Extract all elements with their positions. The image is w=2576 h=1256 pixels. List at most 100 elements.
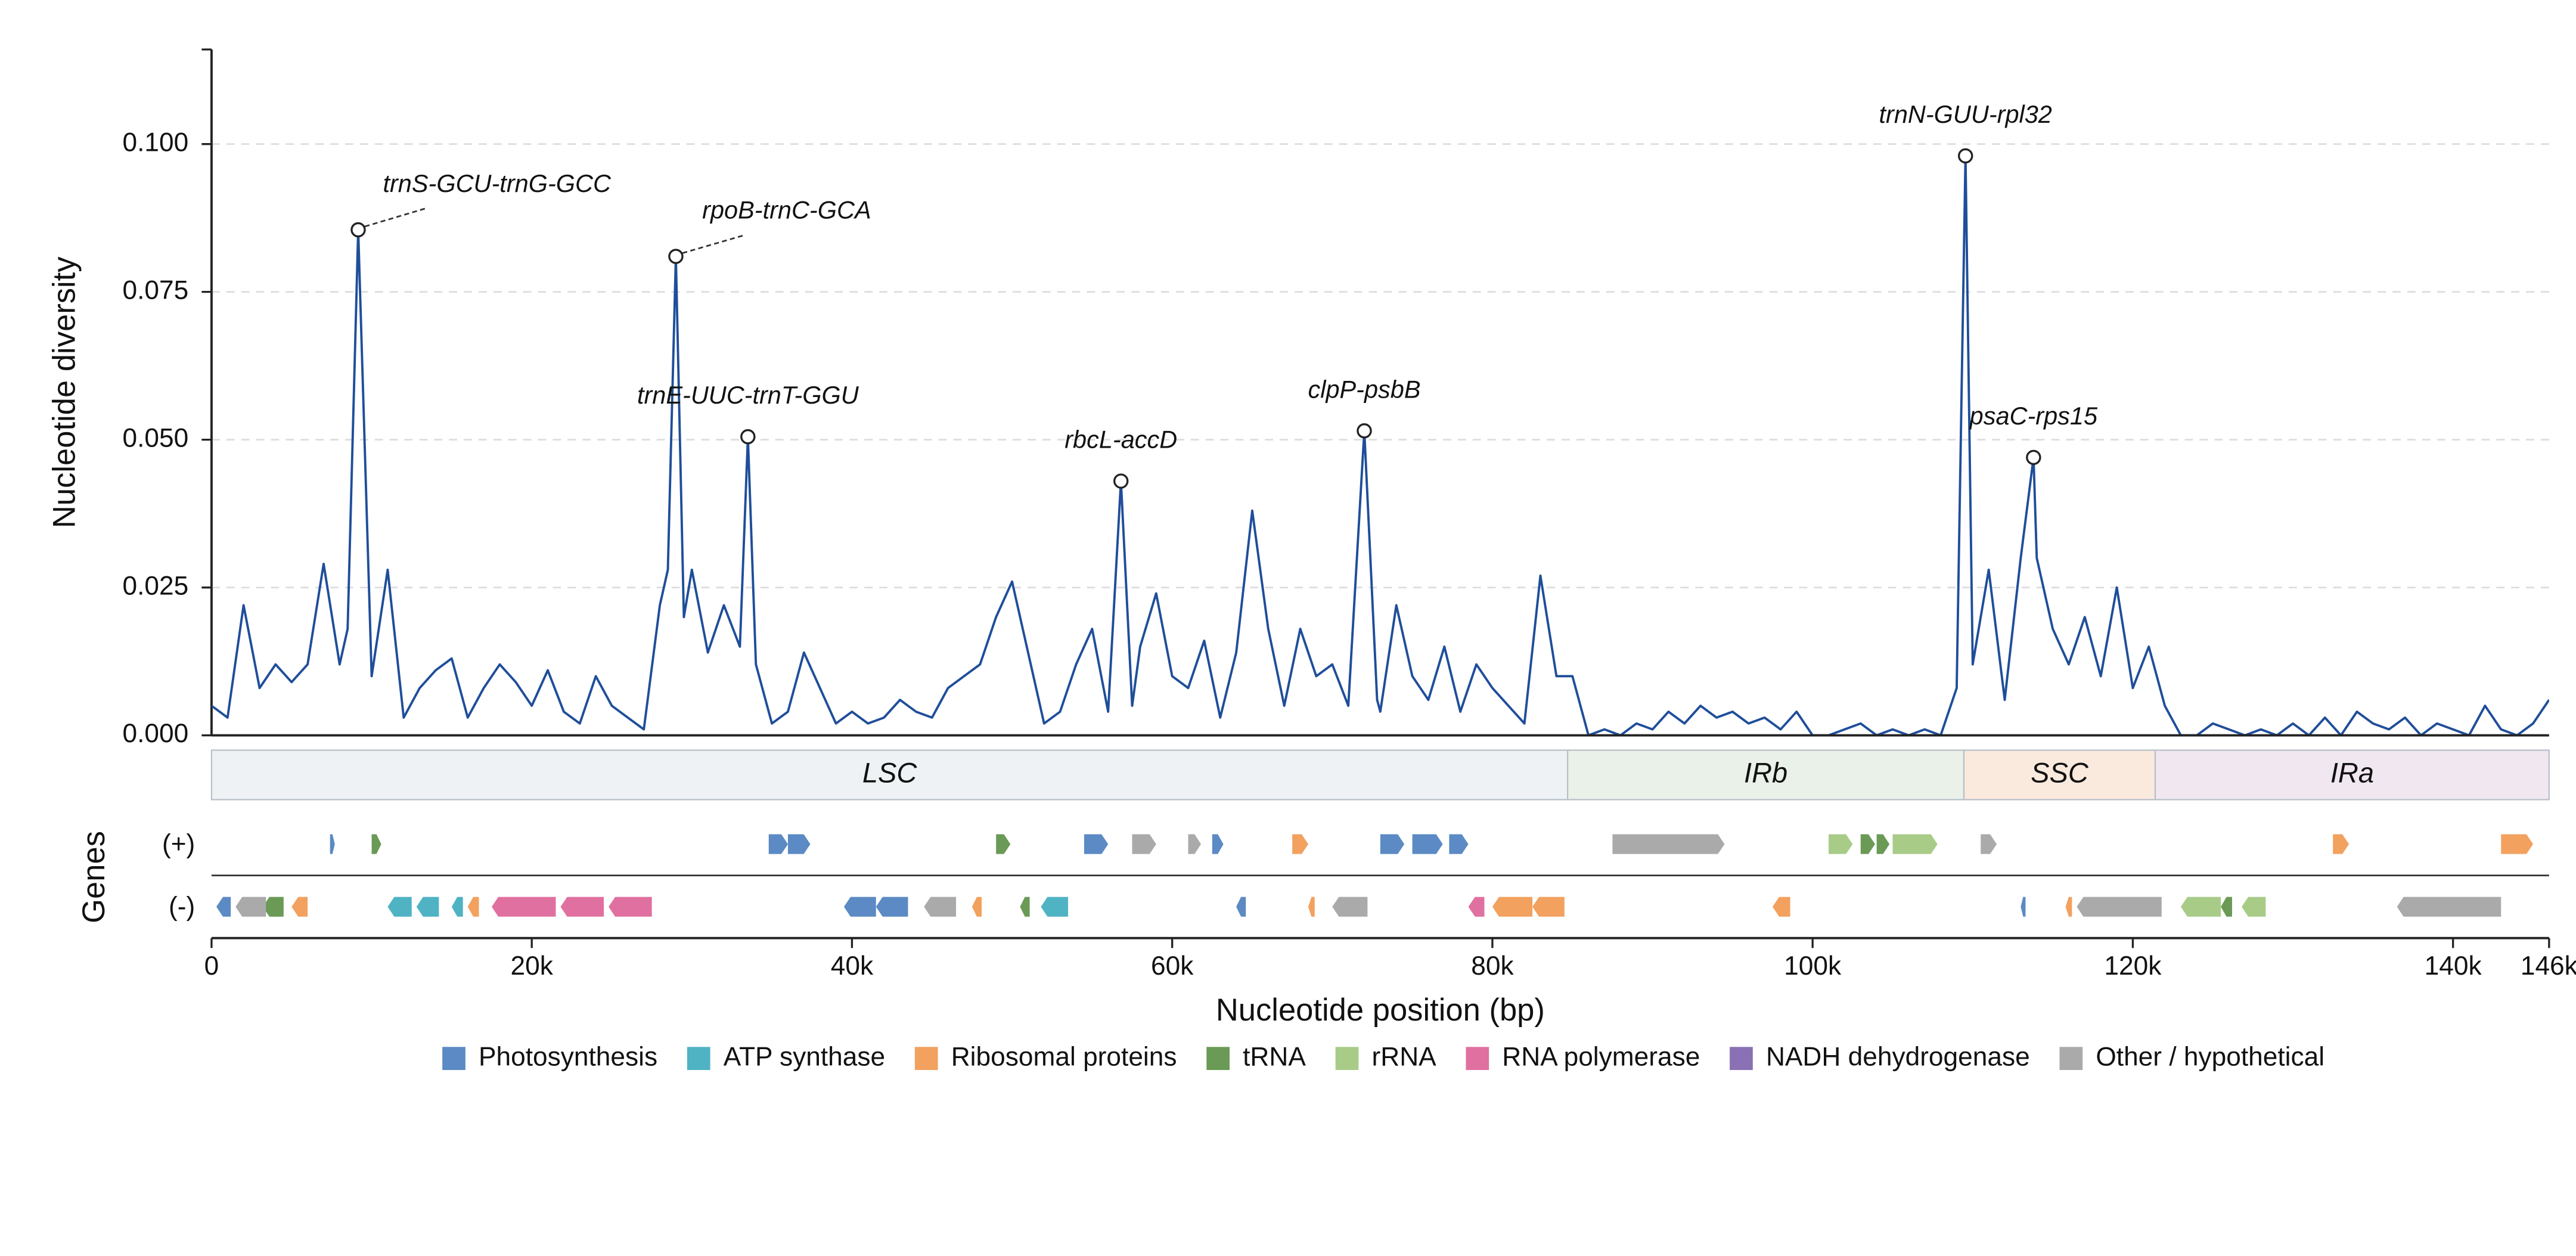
gene-arrow	[876, 897, 908, 917]
x-tick-label: 146k	[2521, 951, 2576, 981]
legend-label: tRNA	[1243, 1042, 1306, 1071]
gene-arrow	[1860, 834, 1875, 854]
y-tick-label: 0.075	[122, 275, 188, 305]
annotation-leader	[682, 234, 746, 254]
legend-label: ATP synthase	[724, 1042, 885, 1071]
gene-arrow	[467, 897, 479, 917]
gene-arrow	[1612, 834, 1725, 854]
region	[210, 749, 1569, 801]
gene-arrow	[560, 897, 604, 917]
gene-arrow	[1041, 897, 1069, 917]
genes-label: Genes	[76, 831, 111, 923]
gene-arrow	[1132, 834, 1156, 854]
gene-arrow	[2180, 897, 2221, 917]
legend-label: RNA polymerase	[1502, 1042, 1700, 1071]
gene-arrow	[1332, 897, 1368, 917]
gene-arrow	[972, 897, 982, 917]
region	[1963, 749, 2156, 801]
gene-arrow	[768, 834, 788, 854]
y-axis-label: Nucleotide diversity	[46, 256, 82, 528]
legend-swatch	[2059, 1047, 2083, 1070]
x-tick-label: 60k	[1151, 951, 1194, 981]
gene-arrow	[262, 897, 284, 917]
annotation-label: trnN-GUU-rpl32	[1879, 100, 2052, 128]
gene-arrow	[371, 834, 381, 854]
x-tick-label: 140k	[2425, 951, 2482, 981]
gene-arrow	[2242, 897, 2266, 917]
legend-swatch	[1466, 1047, 1489, 1070]
gene-arrow	[1236, 897, 1246, 917]
gene-arrow	[1773, 897, 1790, 917]
gene-arrow	[924, 897, 957, 917]
x-tick-label: 0	[204, 951, 219, 981]
region-label: IRb	[1744, 756, 1787, 788]
x-tick-label: 20k	[511, 951, 554, 981]
gene-arrow	[1212, 834, 1224, 854]
legend-swatch	[1730, 1047, 1753, 1070]
annotation-label: rpoB-trnC-GCA	[702, 196, 871, 224]
peak-marker	[350, 222, 366, 238]
gene-arrow	[1084, 834, 1109, 854]
gene-arrow	[1449, 834, 1469, 854]
gene-arrow	[2397, 897, 2501, 917]
gene-arrow	[609, 897, 652, 917]
gene-arrow	[1292, 834, 1309, 854]
peak-marker	[1957, 148, 1973, 164]
peak-marker	[1113, 473, 1129, 489]
gene-arrow	[1876, 834, 1890, 854]
legend-label: Photosynthesis	[479, 1042, 657, 1071]
gene-arrow	[216, 897, 231, 917]
gene-arrow	[330, 834, 335, 854]
legend-swatch	[914, 1047, 938, 1070]
gene-arrow	[235, 897, 266, 917]
region-label: LSC	[862, 756, 917, 788]
gene-arrow	[416, 897, 439, 917]
gene-arrow	[2501, 834, 2533, 854]
gene-arrow	[2065, 897, 2072, 917]
gene-arrow	[1412, 834, 1443, 854]
x-tick-label: 120k	[2104, 951, 2162, 981]
legend-swatch	[687, 1047, 710, 1070]
gene-arrow	[387, 897, 412, 917]
legend-swatch	[1206, 1047, 1230, 1070]
annotation-leader	[364, 207, 426, 228]
gene-arrow	[787, 834, 811, 854]
legend-swatch	[1335, 1047, 1359, 1070]
y-tick-label: 0.100	[122, 128, 188, 157]
gene-arrow	[843, 897, 876, 917]
strand-label: (-)	[169, 892, 195, 922]
annotation-label: clpP-psbB	[1308, 375, 1421, 403]
gene-arrow	[1468, 897, 1485, 917]
gene-arrow	[1532, 897, 1565, 917]
annotation-label: trnS-GCU-trnG-GCC	[383, 169, 611, 197]
region	[2154, 749, 2550, 801]
y-tick-label: 0.025	[122, 571, 188, 600]
y-tick-label: 0.050	[122, 423, 188, 452]
legend-label: rRNA	[1372, 1042, 1437, 1071]
gene-arrow	[996, 834, 1011, 854]
gene-arrow	[1188, 834, 1202, 854]
gene-arrow	[492, 897, 556, 917]
gene-arrow	[1308, 897, 1315, 917]
gene-arrow	[2221, 897, 2232, 917]
x-axis-label: Nucleotide position (bp)	[1216, 993, 1545, 1028]
legend-label: NADH dehydrogenase	[1766, 1042, 2030, 1071]
strand-label: (+)	[162, 830, 195, 859]
gene-arrow	[1380, 834, 1405, 854]
region-label: SSC	[2031, 756, 2089, 788]
legend-label: Other / hypothetical	[2096, 1042, 2324, 1071]
gene-arrow	[2333, 834, 2350, 854]
gene-arrow	[1892, 834, 1938, 854]
x-tick-label: 100k	[1784, 951, 1842, 981]
region	[1567, 749, 1965, 801]
gene-arrow	[2021, 897, 2026, 917]
x-tick-label: 40k	[831, 951, 874, 981]
gene-arrow	[1020, 897, 1030, 917]
gene-arrow	[1829, 834, 1853, 854]
annotation-label: trnE-UUC-trnT-GGU	[637, 381, 859, 409]
region-label: IRa	[2330, 756, 2374, 788]
x-tick-label: 80k	[1471, 951, 1514, 981]
gene-arrow	[291, 897, 308, 917]
